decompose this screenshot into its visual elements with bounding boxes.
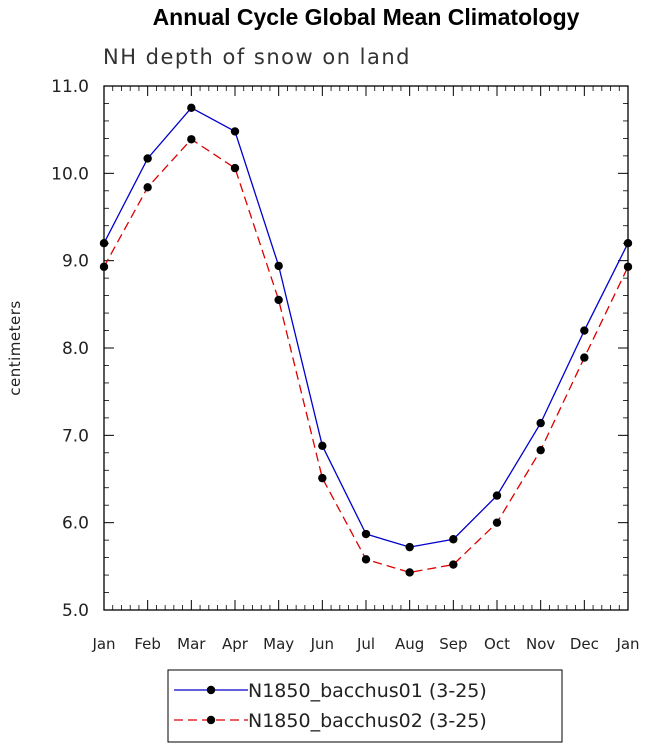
y-tick-label: 9.0	[62, 252, 89, 272]
legend-label: N1850_bacchus02 (3-25)	[248, 710, 487, 732]
data-point	[99, 262, 109, 271]
x-tick-label: Jun	[310, 635, 334, 653]
legend-marker	[206, 715, 216, 725]
chart-title: Annual Cycle Global Mean Climatology	[153, 4, 580, 30]
data-point	[187, 135, 196, 144]
data-point	[230, 163, 240, 173]
series-line-1	[103, 107, 629, 548]
data-point	[99, 239, 109, 248]
y-axis-label: centimeters	[6, 300, 24, 395]
x-tick-label: Jan	[615, 635, 639, 653]
y-tick-label: 7.0	[62, 426, 89, 446]
data-point	[623, 262, 633, 271]
data-point	[274, 261, 283, 271]
data-point	[536, 445, 545, 455]
data-point	[274, 295, 283, 305]
x-tick-label: Sep	[439, 635, 467, 653]
y-tick-label: 5.0	[62, 601, 89, 621]
legend: N1850_bacchus01 (3-25) N1850_bacchus02 (3…	[167, 669, 563, 743]
data-point	[492, 491, 502, 500]
data-point	[623, 239, 633, 248]
data-point	[405, 568, 414, 577]
x-tick-label: Dec	[570, 635, 599, 653]
data-point	[318, 473, 327, 483]
series-line-2	[103, 138, 629, 574]
data-point	[580, 353, 589, 362]
x-tick-label: May	[263, 635, 294, 653]
x-tick-label: Mar	[177, 635, 206, 653]
data-point	[187, 103, 196, 113]
x-tick-label: Apr	[222, 635, 249, 653]
data-point	[580, 326, 589, 335]
legend-label: N1850_bacchus01 (3-25)	[248, 680, 487, 702]
x-tick-label: Jul	[356, 635, 375, 653]
data-point	[143, 183, 152, 192]
data-point	[361, 555, 371, 564]
x-tick-label: Aug	[395, 635, 424, 653]
x-tick-label: Feb	[134, 635, 161, 653]
legend-marker	[206, 685, 216, 695]
data-point	[405, 542, 414, 552]
data-point	[143, 154, 152, 163]
data-point	[449, 560, 458, 569]
data-point	[449, 535, 458, 544]
x-tick-label: Oct	[484, 635, 510, 653]
data-point	[318, 441, 327, 451]
y-tick-label: 6.0	[62, 514, 89, 534]
y-tick-label: 10.0	[51, 164, 89, 184]
data-point	[536, 418, 545, 428]
y-tick-label: 11.0	[51, 77, 89, 97]
legend-box	[167, 669, 563, 743]
x-tick-label: Nov	[526, 635, 555, 653]
data-point	[361, 529, 371, 539]
x-tick-label: Jan	[91, 635, 115, 653]
chart-subtitle: NH depth of snow on land	[103, 45, 411, 69]
plot-area: Jan Feb Mar Apr May Jun Jul Aug Sep Oct Nov Dec Jan5…	[51, 77, 639, 653]
data-point	[230, 127, 240, 136]
y-tick-label: 8.0	[62, 339, 89, 359]
data-point	[492, 518, 502, 527]
